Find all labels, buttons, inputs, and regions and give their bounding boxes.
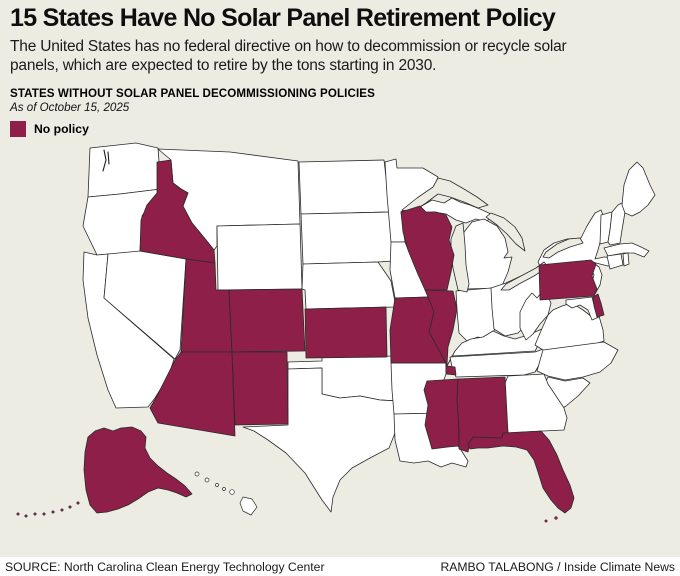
footer: SOURCE: North Carolina Clean Energy Tech… <box>0 557 680 576</box>
state-maryland <box>565 296 600 321</box>
aleutian-island-icon <box>24 514 28 518</box>
as-of-date: As of October 15, 2025 <box>10 101 130 115</box>
state-new-hampshire <box>607 202 626 246</box>
hawaii-island-icon <box>229 489 235 495</box>
hawaii-island-icon <box>215 483 219 487</box>
state-west-virginia <box>519 291 552 341</box>
state-illinois <box>424 289 458 366</box>
florida-keys-icon <box>554 516 558 520</box>
state-kentucky <box>446 328 546 367</box>
legend-no-policy-label: No policy <box>34 122 89 137</box>
aleutian-island-icon <box>33 512 37 516</box>
state-connecticut <box>606 253 624 270</box>
great-lakes <box>401 177 584 293</box>
state-idaho <box>139 159 216 264</box>
states-layer <box>16 142 656 523</box>
state-texas <box>242 367 400 513</box>
hawaii-island-icon <box>194 471 200 477</box>
state-colorado <box>228 288 306 353</box>
state-new-mexico <box>231 351 289 426</box>
state-washington <box>87 142 162 198</box>
state-oregon <box>82 188 162 256</box>
state-rhode-island <box>622 252 630 267</box>
state-wisconsin <box>400 205 455 291</box>
aleutian-island-icon <box>60 508 64 512</box>
state-delaware <box>592 293 605 318</box>
source-credit: SOURCE: North Carolina Clean Energy Tech… <box>5 559 325 574</box>
lake-ontario <box>542 237 584 259</box>
lake-huron <box>485 212 526 252</box>
state-kansas <box>304 306 388 359</box>
hawaii-big-island <box>239 496 258 516</box>
page-title: 15 States Have No Solar Panel Retirement… <box>10 4 556 32</box>
puget-sound-icon <box>102 149 110 172</box>
florida-keys-icon <box>544 519 548 523</box>
aleutian-island-icon <box>51 510 55 514</box>
aleutian-island-icon <box>76 501 80 505</box>
author-credit: RAMBO TALABONG / Inside Climate News <box>440 559 675 574</box>
aleutian-islands <box>16 501 80 518</box>
legend-no-policy-swatch <box>10 121 26 138</box>
legend: No policy <box>10 121 672 138</box>
hawaii-island-icon <box>204 477 210 483</box>
aleutian-island-icon <box>42 512 46 516</box>
state-maine <box>621 161 656 217</box>
aleutian-island-icon <box>68 505 72 509</box>
state-north-carolina <box>536 341 619 381</box>
hawaii-island-icon <box>222 487 226 491</box>
aleutian-island-icon <box>16 512 20 516</box>
header: 15 States Have No Solar Panel Retirement… <box>10 4 672 138</box>
state-nebraska <box>301 261 397 310</box>
map-section-label: STATES WITHOUT SOLAR PANEL DECOMMISSIONI… <box>10 87 375 101</box>
state-north-dakota <box>298 159 391 215</box>
hawaii-islands <box>194 471 258 516</box>
state-mississippi <box>423 378 460 450</box>
state-wyoming <box>216 223 303 291</box>
subtitle: The United States has no federal directi… <box>10 38 567 74</box>
lake-superior <box>401 177 489 213</box>
state-south-dakota <box>300 211 394 265</box>
state-florida <box>467 430 575 514</box>
state-alaska <box>83 426 193 514</box>
state-pennsylvania <box>538 259 598 301</box>
